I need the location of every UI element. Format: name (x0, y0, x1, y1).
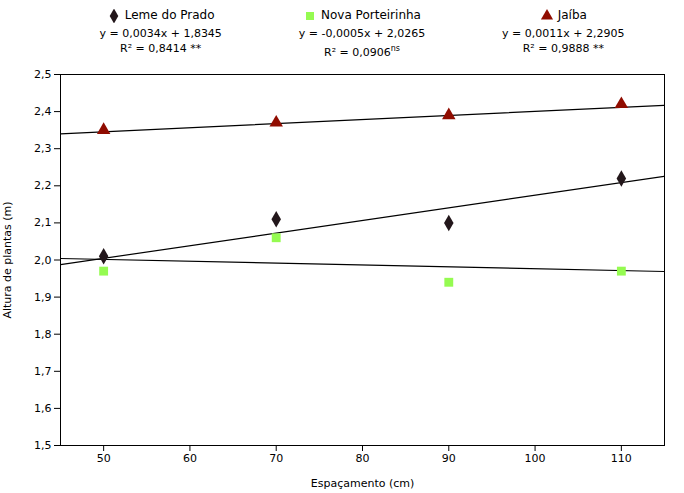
svg-text:1,6: 1,6 (34, 402, 52, 415)
svg-text:110: 110 (611, 452, 632, 465)
svg-text:50: 50 (97, 452, 111, 465)
svg-text:60: 60 (183, 452, 197, 465)
svg-text:1,5: 1,5 (34, 439, 52, 452)
svg-text:2,0: 2,0 (34, 253, 52, 266)
svg-text:2,3: 2,3 (34, 142, 52, 155)
svg-text:100: 100 (525, 452, 546, 465)
svg-text:80: 80 (356, 452, 370, 465)
svg-text:70: 70 (269, 452, 283, 465)
svg-text:2,4: 2,4 (34, 105, 52, 118)
html-text:R² = 0,9888 **: R² = 0,9888 ** (522, 42, 604, 55)
svg-text:1,7: 1,7 (34, 364, 52, 377)
html-text:R² = 0,8414 **: R² = 0,8414 ** (120, 42, 202, 55)
svg-text:2,1: 2,1 (34, 216, 52, 229)
svg-text:2,5: 2,5 (34, 68, 52, 81)
html-text:Leme do Prado: Leme do Prado (124, 8, 215, 22)
html-text:Jaíba: Jaíba (557, 8, 587, 22)
svg-text:90: 90 (442, 452, 456, 465)
html-text:Nova Porteirinha: Nova Porteirinha (321, 8, 421, 22)
svg-text:Altura de plantas (m): Altura de plantas (m) (1, 201, 14, 318)
html-text:R² = 0,0906ns: R² = 0,0906ns (324, 44, 400, 59)
html-text:y = -0,0005x + 2,0265: y = -0,0005x + 2,0265 (298, 27, 426, 40)
html-text:y = 0,0034x + 1,8345: y = 0,0034x + 1,8345 (99, 27, 222, 40)
svg-text:Espaçamento (cm): Espaçamento (cm) (311, 476, 415, 489)
html-text:y = 0,0011x + 2,2905: y = 0,0011x + 2,2905 (502, 27, 625, 40)
svg-text:2,2: 2,2 (34, 179, 52, 192)
svg-text:1,9: 1,9 (34, 290, 52, 303)
svg-text:1,8: 1,8 (34, 327, 52, 340)
